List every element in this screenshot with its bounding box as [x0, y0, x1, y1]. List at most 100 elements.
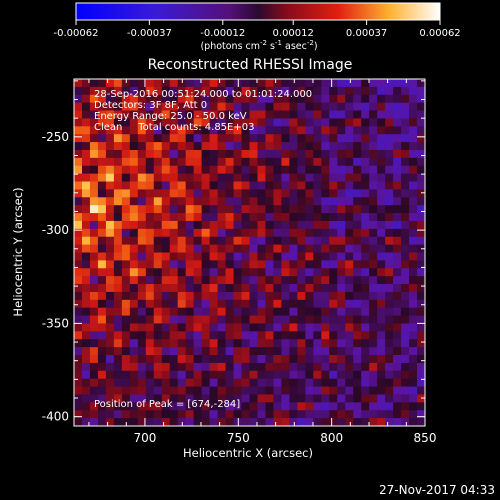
heatmap-cell — [209, 276, 219, 285]
heatmap-cell — [369, 228, 378, 238]
heatmap-cell — [369, 102, 378, 112]
heatmap-cell — [89, 110, 99, 120]
heatmap-cell — [145, 220, 155, 230]
heatmap-cell — [265, 213, 275, 222]
heatmap-cell — [313, 386, 322, 396]
heatmap-cell — [121, 228, 131, 238]
heatmap-cell — [281, 165, 290, 175]
heatmap-cell — [313, 126, 322, 135]
heatmap-cell — [297, 394, 306, 403]
heatmap-cell — [321, 339, 330, 348]
heatmap-cell — [265, 228, 275, 238]
heatmap-cell — [257, 299, 267, 309]
heatmap-cell — [417, 197, 425, 206]
heatmap-cell — [193, 410, 203, 419]
heatmap-cell — [401, 268, 410, 277]
heatmap-cell — [137, 142, 147, 151]
heatmap-cell — [377, 213, 386, 222]
heatmap-cell — [201, 173, 211, 183]
heatmap-cell — [369, 410, 378, 419]
heatmap-cell — [273, 402, 283, 411]
heatmap-cell — [241, 418, 251, 426]
heatmap-cell — [185, 331, 195, 340]
heatmap-cell — [369, 331, 378, 340]
heatmap-cell — [217, 402, 227, 411]
heatmap-cell — [177, 402, 187, 411]
heatmap-cell — [297, 220, 306, 230]
heatmap-cell — [289, 244, 298, 254]
heatmap-cell — [105, 284, 115, 293]
heatmap-cell — [273, 252, 283, 261]
heatmap-cell — [233, 134, 243, 143]
heatmap-cell — [201, 189, 211, 198]
heatmap-cell — [225, 307, 235, 317]
heatmap-cell — [273, 260, 283, 269]
heatmap-cell — [225, 268, 235, 277]
heatmap-cell — [249, 355, 259, 364]
heatmap-cell — [169, 252, 179, 261]
heatmap-cell — [217, 157, 227, 167]
heatmap-cell — [97, 291, 107, 301]
heatmap-cell — [265, 134, 275, 143]
heatmap-cell — [297, 268, 306, 277]
heatmap-cell — [273, 299, 283, 309]
heatmap-cell — [97, 362, 107, 372]
heatmap-cell — [113, 268, 123, 277]
heatmap-cell — [89, 260, 99, 269]
heatmap-cell — [361, 378, 370, 388]
heatmap-cell — [193, 110, 203, 120]
heatmap-cell — [273, 205, 283, 214]
heatmap-cell — [74, 291, 83, 301]
heatmap-cell — [161, 86, 171, 96]
heatmap-cell — [193, 220, 203, 230]
heatmap-cell — [257, 244, 267, 254]
heatmap-cell — [393, 410, 402, 419]
heatmap-cell — [161, 142, 171, 151]
heatmap-cell — [97, 228, 107, 238]
heatmap-cell — [81, 118, 91, 127]
heatmap-cell — [169, 268, 179, 277]
heatmap-cell — [305, 181, 314, 191]
heatmap-cell — [233, 260, 243, 269]
heatmap-cell — [74, 173, 83, 183]
heatmap-cell — [113, 378, 123, 388]
heatmap-cell — [81, 323, 91, 332]
heatmap-cell — [345, 236, 354, 246]
heatmap-cell — [313, 134, 322, 143]
heatmap-cell — [313, 268, 322, 277]
heatmap-cell — [89, 347, 99, 356]
heatmap-cell — [121, 213, 131, 222]
heatmap-cell — [121, 181, 131, 191]
heatmap-cell — [289, 410, 298, 419]
heatmap-cell — [145, 276, 155, 285]
heatmap-cell — [217, 418, 227, 426]
heatmap-cell — [345, 165, 354, 175]
heatmap-cell — [297, 291, 306, 301]
heatmap-cell — [89, 157, 99, 167]
heatmap-cell — [329, 181, 338, 191]
heatmap-cell — [161, 291, 171, 301]
heatmap-cell — [353, 102, 362, 112]
heatmap-cell — [225, 173, 235, 183]
heatmap-cell — [129, 189, 139, 198]
heatmap-cell — [193, 402, 203, 411]
heatmap-cell — [409, 102, 418, 112]
heatmap-cell — [353, 213, 362, 222]
heatmap-cell — [385, 355, 394, 364]
heatmap-cell — [113, 284, 123, 293]
heatmap-cell — [321, 291, 330, 301]
heatmap-cell — [225, 347, 235, 356]
heatmap-cell — [361, 189, 370, 198]
heatmap-cell — [281, 284, 290, 293]
heatmap-cell — [281, 173, 290, 183]
heatmap-cell — [121, 189, 131, 198]
heatmap-cell — [249, 347, 259, 356]
heatmap-cell — [281, 181, 290, 191]
heatmap-cell — [81, 378, 91, 388]
heatmap-cell — [361, 402, 370, 411]
heatmap-cell — [401, 284, 410, 293]
heatmap-cell — [313, 228, 322, 238]
heatmap-cell — [345, 79, 354, 88]
heatmap-cell — [169, 134, 179, 143]
heatmap-cell — [225, 386, 235, 396]
